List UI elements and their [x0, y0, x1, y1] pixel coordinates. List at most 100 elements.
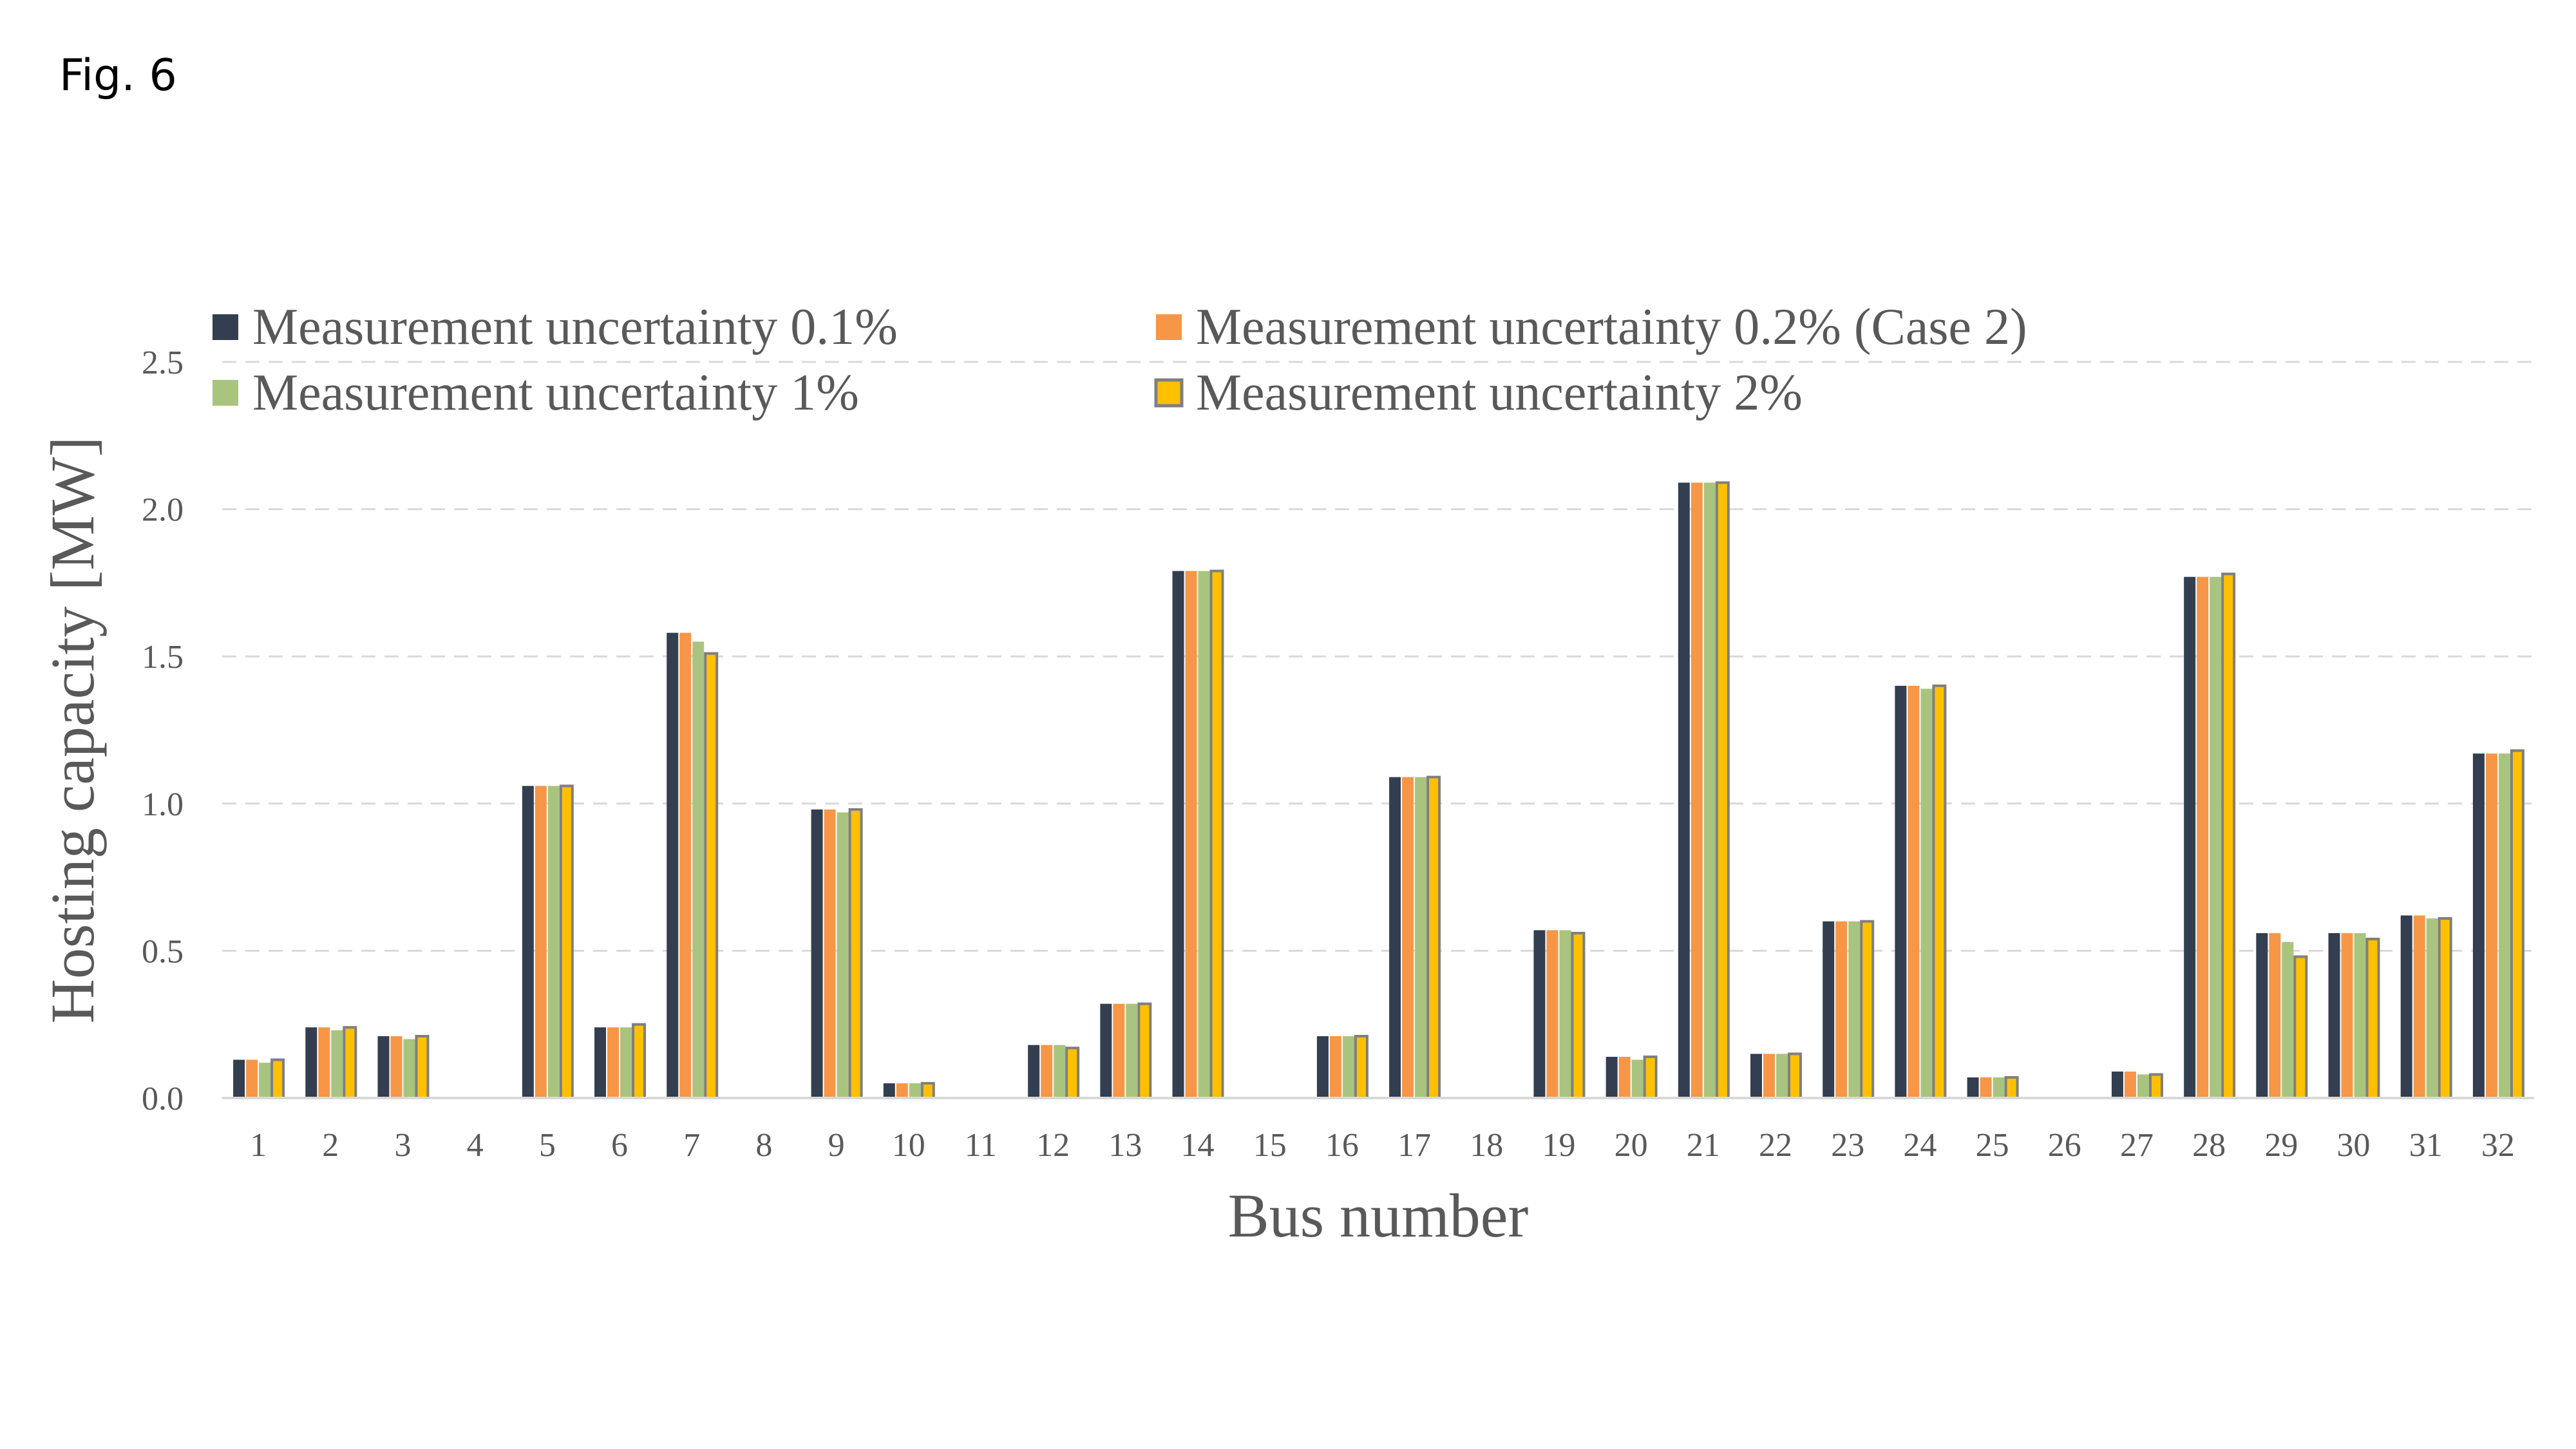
bar-bus-31-series-2: [2413, 915, 2425, 1098]
bar-bus-29-series-2: [2269, 933, 2281, 1098]
bar-bus-21-series-3: [1703, 482, 1716, 1098]
x-tick-label: 25: [1976, 1127, 2009, 1164]
x-tick-label: 8: [755, 1127, 772, 1164]
bar-bus-13-series-2: [1113, 1003, 1125, 1098]
bar-bus-19-series-4: [1571, 931, 1586, 1100]
bar-series: [233, 481, 2524, 1100]
bar-bus-17-series-3: [1415, 777, 1427, 1098]
bar-bus-30-series-2: [2341, 933, 2353, 1098]
bar-bus-22-series-2: [1763, 1054, 1776, 1098]
bar-bus-12-series-3: [1054, 1045, 1066, 1098]
y-tick-label: 1.0: [142, 786, 184, 823]
legend-label: Measurement uncertainty 0.2% (Case 2): [1196, 299, 2027, 355]
bar-bus-27-series-1: [2111, 1071, 2123, 1098]
bar-bus-10-series-1: [883, 1083, 895, 1098]
bar-bus-2-series-3: [331, 1030, 343, 1098]
x-tick-label: 19: [1542, 1127, 1575, 1164]
x-tick-label: 11: [965, 1127, 997, 1164]
x-tick-label: 10: [892, 1127, 925, 1164]
bar-bus-30-series-1: [2328, 933, 2340, 1098]
bar-bus-23-series-2: [1835, 921, 1848, 1098]
bar-bus-29-series-4: [2293, 955, 2308, 1099]
bar-bus-3-series-2: [390, 1036, 402, 1098]
legend-label: Measurement uncertainty 0.1%: [252, 299, 898, 355]
legend-swatch: [213, 380, 238, 406]
x-tick-label: 28: [2192, 1127, 2226, 1164]
bar-bus-14-series-1: [1172, 571, 1184, 1098]
y-tick-label: 0.5: [142, 933, 184, 970]
bar-bus-3-series-1: [377, 1036, 390, 1098]
bar-bus-3-series-3: [403, 1039, 415, 1098]
x-tick-label: 2: [322, 1127, 339, 1164]
bar-bus-31-series-4: [2438, 917, 2452, 1100]
bar-bus-20-series-2: [1618, 1056, 1631, 1098]
bar-bus-31-series-3: [2426, 918, 2438, 1098]
x-tick-label: 29: [2264, 1127, 2298, 1164]
bar-bus-24-series-4: [1932, 684, 1947, 1100]
bar-bus-2-series-2: [318, 1027, 330, 1098]
bar-bus-5-series-2: [535, 786, 547, 1098]
x-tick-label: 31: [2409, 1127, 2443, 1164]
bar-bus-20-series-4: [1643, 1055, 1658, 1099]
bar-bus-14-series-2: [1185, 571, 1197, 1098]
bar-bus-6-series-2: [607, 1027, 620, 1098]
x-tick-label: 15: [1253, 1127, 1287, 1164]
legend-swatch: [1154, 378, 1184, 408]
figure-label: Fig. 6: [59, 50, 177, 101]
bar-bus-25-series-1: [1967, 1077, 1979, 1098]
bar-bus-5-series-4: [559, 784, 574, 1100]
bar-bus-20-series-3: [1631, 1059, 1643, 1098]
bar-bus-5-series-3: [547, 786, 560, 1098]
bar-bus-28-series-2: [2197, 576, 2209, 1098]
y-tick-label: 0.0: [142, 1081, 184, 1117]
bar-bus-22-series-4: [1788, 1052, 1803, 1100]
bar-bus-27-series-3: [2137, 1074, 2149, 1098]
bar-bus-28-series-4: [2221, 573, 2236, 1099]
bar-bus-17-series-1: [1389, 777, 1401, 1098]
bar-bus-10-series-3: [909, 1083, 921, 1098]
bar-bus-16-series-4: [1354, 1034, 1368, 1100]
y-tick-label: 2.0: [142, 492, 184, 529]
x-tick-label: 13: [1108, 1127, 1142, 1164]
bar-bus-12-series-2: [1041, 1045, 1053, 1098]
y-axis-title: Hosting capacity [MW]: [38, 437, 107, 1024]
bar-bus-21-series-2: [1690, 482, 1703, 1098]
x-tick-label: 16: [1325, 1127, 1359, 1164]
bar-bus-21-series-1: [1678, 482, 1690, 1098]
bar-bus-32-series-1: [2472, 753, 2485, 1098]
bar-bus-1-series-2: [246, 1059, 258, 1098]
x-tick-label: 17: [1397, 1127, 1431, 1164]
x-tick-label: 21: [1687, 1127, 1720, 1164]
bar-bus-22-series-3: [1776, 1054, 1788, 1098]
bar-bus-10-series-2: [896, 1083, 908, 1098]
bar-bus-28-series-3: [2210, 576, 2222, 1098]
bar-bus-27-series-2: [2124, 1071, 2136, 1098]
bar-bus-24-series-3: [1920, 688, 1933, 1098]
x-tick-label: 18: [1470, 1127, 1503, 1164]
bar-bus-6-series-3: [620, 1027, 632, 1098]
bar-bus-23-series-1: [1823, 921, 1835, 1098]
bar-bus-25-series-3: [1993, 1077, 2005, 1098]
x-tick-label: 5: [539, 1127, 556, 1164]
x-tick-label: 1: [250, 1127, 267, 1164]
bar-bus-13-series-1: [1100, 1003, 1112, 1098]
bar-bus-10-series-4: [920, 1082, 935, 1100]
bar-bus-30-series-4: [2365, 938, 2380, 1100]
bar-bus-14-series-4: [1209, 569, 1224, 1099]
bar-bus-25-series-2: [1980, 1077, 1992, 1098]
bar-bus-28-series-1: [2184, 576, 2196, 1098]
bar-bus-19-series-2: [1546, 930, 1558, 1098]
x-axis-ticks: 1 2 3 4 5 6 7 8 9 10 11 12 13 14 15 16 17 18 19 20 21 22 23 24 2…: [250, 1127, 2515, 1164]
y-tick-label: 1.5: [142, 639, 184, 676]
legend: Measurement uncertainty 0.1% Measurement …: [213, 299, 2027, 421]
bar-bus-23-series-3: [1848, 921, 1861, 1098]
x-tick-label: 27: [2120, 1127, 2154, 1164]
bar-bus-32-series-4: [2510, 749, 2524, 1099]
legend-label: Measurement uncertainty 1%: [252, 365, 859, 421]
bar-bus-21-series-4: [1715, 481, 1730, 1099]
bar-bus-17-series-2: [1402, 777, 1414, 1098]
bar-bus-7-series-2: [679, 632, 692, 1098]
bar-bus-5-series-1: [522, 786, 534, 1098]
x-tick-label: 23: [1831, 1127, 1864, 1164]
bar-bus-6-series-1: [594, 1027, 607, 1098]
